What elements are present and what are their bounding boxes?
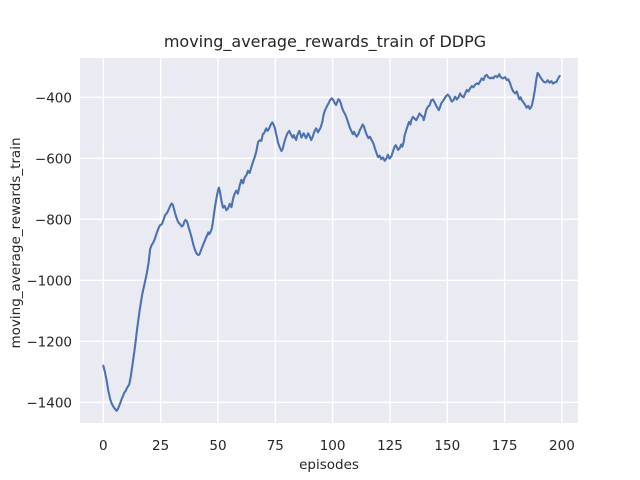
- plot-area: [80, 58, 578, 423]
- x-tick-label: 125: [377, 438, 403, 454]
- x-tick-label: 100: [320, 438, 346, 454]
- chart-title: moving_average_rewards_train of DDPG: [164, 32, 486, 52]
- y-tick-label: −600: [35, 151, 72, 167]
- y-tick-label: −400: [35, 90, 72, 106]
- x-tick-label: 75: [267, 438, 284, 454]
- y-tick-label: −800: [35, 212, 72, 228]
- reward-line: [102, 71, 561, 412]
- x-axis-label: episodes: [299, 457, 359, 473]
- y-axis-label: moving_average_rewards_train: [8, 137, 24, 348]
- x-tick-label: 200: [549, 438, 575, 454]
- x-tick-label: 0: [99, 438, 108, 454]
- x-tick-label: 175: [492, 438, 518, 454]
- y-tick-label: −1000: [26, 273, 72, 289]
- x-tick-label: 25: [152, 438, 169, 454]
- y-tick-label: −1400: [26, 395, 72, 411]
- x-tick-label: 150: [434, 438, 460, 454]
- data-series: [102, 71, 561, 412]
- y-tick-label: −1200: [26, 334, 72, 350]
- x-tick-label: 50: [209, 438, 226, 454]
- tick-labels: 0 25 50 75 100 125 150 175 200 −1400 −1200 −1000 −80…: [26, 90, 575, 454]
